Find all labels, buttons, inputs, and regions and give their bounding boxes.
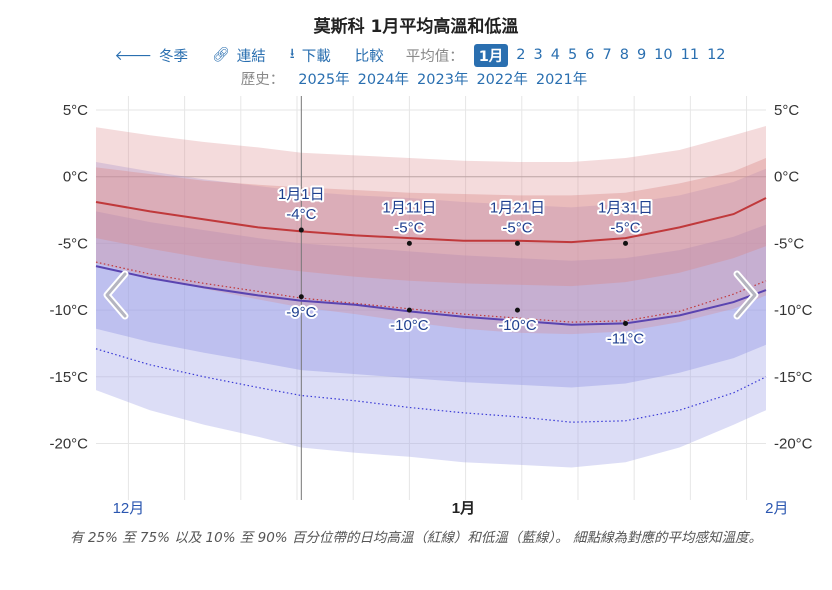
- y-tick-label-right: -15°C: [774, 369, 813, 386]
- temperature-chart: 5°C 5°C 0°C 0°C -5°C -5°C -10°C -10°C -15°C -15°C…: [49, 96, 813, 517]
- month-label: 2月: [765, 500, 788, 517]
- chevron-right-icon[interactable]: [731, 270, 761, 320]
- month-option-10[interactable]: 10: [654, 47, 673, 63]
- annotation-high-label-halo: -5°C: [502, 219, 532, 236]
- annotation-high-label: -5°C: [502, 219, 532, 236]
- chart-toolbar: 🡐 冬季 🔗︎ 連結 ⭳ 下載 比較 平均值： 1月 2 3 4 5 6 7 8 9 10 11 12: [0, 43, 832, 67]
- y-tick-label-right: -20°C: [774, 436, 813, 453]
- month-option-1[interactable]: 1月: [473, 43, 509, 67]
- annotation-date-label-halo: 1月31日: [598, 199, 653, 216]
- annotation-high-label-halo: -4°C: [286, 206, 316, 223]
- share-link[interactable]: 🔗︎ 連結: [212, 45, 266, 66]
- month-label: 12月: [113, 500, 145, 517]
- link-label: 連結: [236, 48, 266, 65]
- high-band-10-90: [96, 126, 766, 335]
- low-point: [406, 307, 412, 313]
- y-tick-label-left: -15°C: [49, 369, 88, 386]
- download-label: 下載: [301, 48, 331, 65]
- y-tick-label-left: -10°C: [49, 302, 88, 319]
- y-tick-label-right: -5°C: [774, 235, 804, 252]
- annotation-high-label-halo: -5°C: [610, 219, 640, 236]
- high-point: [623, 240, 629, 246]
- month-option-3[interactable]: 3: [533, 47, 543, 63]
- month-selector: 1月 2 3 4 5 6 7 8 9 10 11 12: [470, 43, 730, 67]
- month-option-12[interactable]: 12: [707, 47, 726, 63]
- month-option-4[interactable]: 4: [550, 47, 560, 63]
- download-link[interactable]: ⭳ 下載: [290, 43, 331, 67]
- annotation-low-label-halo: -11°C: [607, 330, 645, 347]
- low-band-25-75: [96, 211, 766, 388]
- annotation-date-label-halo: 1月21日: [490, 199, 545, 216]
- annotation-date-label: 1月21日: [490, 199, 545, 216]
- y-tick-label-right: -10°C: [774, 302, 813, 319]
- average-label: 平均值：: [405, 48, 464, 65]
- annotation-low-label-halo: -10°C: [390, 317, 429, 334]
- low-point: [514, 307, 520, 313]
- month-option-8[interactable]: 8: [619, 47, 629, 63]
- y-tick-label-left: 0°C: [63, 169, 88, 186]
- annotation-high-label: -5°C: [610, 219, 640, 236]
- winter-label: 冬季: [159, 48, 189, 65]
- history-years: 2025年 2024年 2023年 2022年 2021年: [294, 68, 591, 89]
- history-bar: 歷史： 2025年 2024年 2023年 2022年 2021年: [0, 68, 832, 89]
- annotation-high-label-halo: -5°C: [394, 219, 424, 236]
- month-option-7[interactable]: 7: [602, 47, 612, 63]
- history-label: 歷史：: [240, 72, 285, 88]
- chart-caption: 有 25% 至 75% 以及 10% 至 90% 百分位帶的日均高溫（紅線）和低…: [70, 530, 762, 546]
- annotation-low-label: -9°C: [286, 304, 316, 321]
- winter-link[interactable]: 🡐 冬季: [114, 45, 188, 66]
- annotation-low-label: -11°C: [607, 330, 645, 347]
- annotation-date-label: 1月11日: [382, 199, 436, 216]
- annotation-date-label: 1月1日: [278, 186, 325, 203]
- low-band-10-90: [96, 162, 766, 468]
- month-option-6[interactable]: 6: [585, 47, 595, 63]
- high-temp-line: [95, 197, 767, 244]
- y-tick-label-left: 5°C: [63, 102, 88, 119]
- annotation-date-label-halo: 1月1日: [278, 186, 325, 203]
- arrow-left-icon: 🡐: [114, 47, 153, 64]
- y-tick-label-right: 5°C: [774, 102, 799, 119]
- low-temp-line: [95, 265, 767, 326]
- low-point: [298, 294, 304, 300]
- annotation-low-label-halo: -10°C: [498, 317, 537, 334]
- high-point: [406, 240, 412, 246]
- compare-link[interactable]: 比較: [355, 45, 384, 66]
- month-label: 1月: [452, 500, 475, 517]
- annotation-date-label-halo: 1月11日: [382, 199, 436, 216]
- y-tick-label-right: 0°C: [774, 169, 799, 186]
- annotation-date-label: 1月31日: [598, 199, 653, 216]
- download-icon: ⭳: [289, 46, 295, 62]
- annotation-high-label: -5°C: [394, 219, 424, 236]
- annotation-low-label-halo: -9°C: [286, 304, 316, 321]
- annotation-high-label: -4°C: [286, 206, 316, 223]
- high-point: [514, 240, 520, 246]
- compare-label: 比較: [354, 48, 384, 65]
- month-option-9[interactable]: 9: [636, 47, 647, 63]
- high-band-25-75: [96, 158, 766, 287]
- low-point: [623, 320, 629, 326]
- history-year-1[interactable]: 2025年: [298, 72, 350, 88]
- history-year-3[interactable]: 2023年: [417, 72, 469, 88]
- annotation-low-label: -10°C: [498, 317, 537, 334]
- annotation-low-label: -10°C: [390, 317, 429, 334]
- history-year-2[interactable]: 2024年: [357, 72, 410, 88]
- link-icon: 🔗︎: [212, 47, 230, 63]
- high-point: [298, 227, 304, 233]
- chart-title: 莫斯科 1月平均高溫和低溫: [313, 17, 519, 37]
- feels-like-low-line: [95, 348, 767, 423]
- month-option-11[interactable]: 11: [680, 47, 700, 63]
- month-option-5[interactable]: 5: [568, 47, 578, 63]
- chevron-left-icon[interactable]: [101, 270, 131, 320]
- feels-like-high-line: [95, 261, 767, 323]
- y-tick-label-left: -20°C: [49, 436, 88, 453]
- y-tick-label-left: -5°C: [58, 235, 88, 252]
- history-year-4[interactable]: 2022年: [476, 72, 528, 88]
- history-year-5[interactable]: 2021年: [535, 72, 588, 88]
- month-option-2[interactable]: 2: [516, 47, 526, 63]
